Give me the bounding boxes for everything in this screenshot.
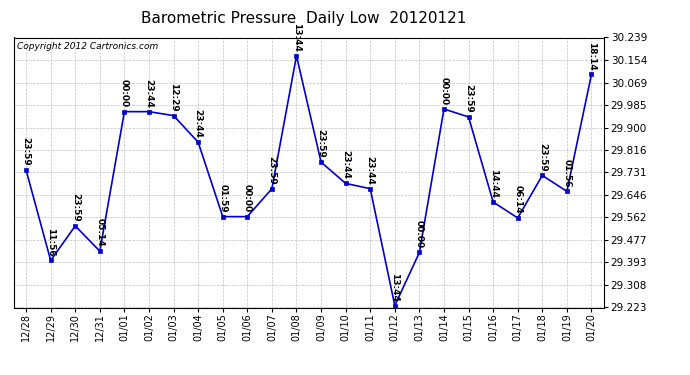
Text: 05:14: 05:14: [95, 218, 104, 247]
Text: 00:00: 00:00: [415, 220, 424, 248]
Text: Copyright 2012 Cartronics.com: Copyright 2012 Cartronics.com: [17, 42, 158, 51]
Text: 06:14: 06:14: [513, 185, 522, 214]
Text: 23:59: 23:59: [538, 142, 546, 171]
Text: 01:59: 01:59: [218, 184, 227, 213]
Text: 13:44: 13:44: [391, 273, 400, 302]
Text: Barometric Pressure  Daily Low  20120121: Barometric Pressure Daily Low 20120121: [141, 11, 466, 26]
Text: 23:59: 23:59: [21, 137, 30, 166]
Text: 00:00: 00:00: [243, 184, 252, 213]
Text: 23:44: 23:44: [341, 150, 350, 179]
Text: 13:44: 13:44: [292, 23, 301, 52]
Text: 18:14: 18:14: [587, 42, 596, 70]
Text: 00:00: 00:00: [440, 77, 449, 105]
Text: 01:56: 01:56: [562, 159, 571, 187]
Text: 00:00: 00:00: [120, 80, 129, 108]
Text: 23:44: 23:44: [144, 79, 153, 108]
Text: 14:44: 14:44: [489, 169, 497, 198]
Text: 23:59: 23:59: [71, 193, 80, 222]
Text: 23:44: 23:44: [194, 109, 203, 138]
Text: 23:59: 23:59: [268, 156, 277, 184]
Text: 23:59: 23:59: [317, 129, 326, 158]
Text: 23:59: 23:59: [464, 84, 473, 113]
Text: 12:29: 12:29: [169, 83, 178, 111]
Text: 11:56: 11:56: [46, 228, 55, 256]
Text: 23:44: 23:44: [366, 156, 375, 184]
